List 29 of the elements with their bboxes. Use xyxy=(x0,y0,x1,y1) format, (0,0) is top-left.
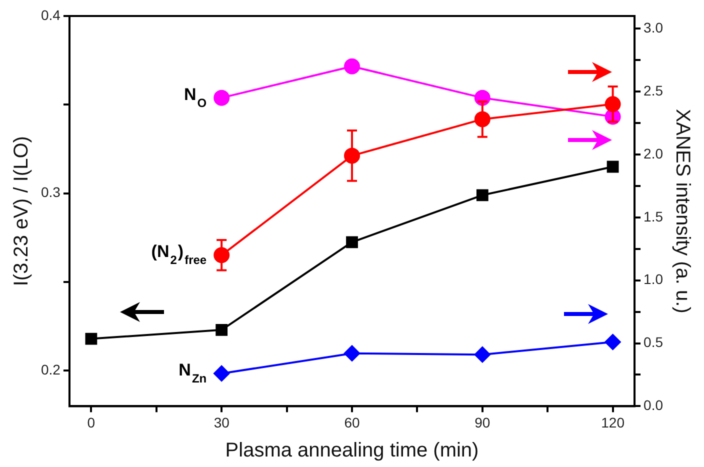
y2-tick-label: 1.5 xyxy=(644,208,664,224)
y-tick-label: 0.4 xyxy=(40,6,61,23)
x-tick-label: 0 xyxy=(87,414,96,430)
point xyxy=(344,58,360,74)
point xyxy=(214,365,230,382)
y2-axis-title: XANES intensity (a. u.) xyxy=(671,108,694,314)
point xyxy=(474,346,490,363)
x-axis-title: Plasma annealing time (min) xyxy=(225,440,479,462)
point xyxy=(214,90,230,106)
x-tick-label: 30 xyxy=(214,414,230,430)
x-tick-label: 90 xyxy=(474,414,490,430)
y2-tick-label: 0.5 xyxy=(644,334,664,350)
y2-tick-label: 0.0 xyxy=(644,397,664,414)
point xyxy=(604,334,621,350)
y-tick-label: 0.3 xyxy=(40,184,61,200)
point xyxy=(85,332,98,345)
point xyxy=(476,189,488,202)
y-axis-title: I(3.23 eV) / I(LO) xyxy=(10,136,33,286)
point xyxy=(216,324,228,336)
point xyxy=(344,345,360,362)
y2-tick-label: 1.0 xyxy=(644,271,664,288)
y2-tick-label: 2.5 xyxy=(644,82,664,98)
y2-tick-label: 3.0 xyxy=(644,19,664,36)
x-tick-label: 60 xyxy=(344,414,360,430)
point xyxy=(606,160,619,173)
y2-tick-label: 2.0 xyxy=(644,145,664,162)
y-tick-label: 0.2 xyxy=(40,362,61,378)
point xyxy=(346,236,358,248)
x-tick-label: 120 xyxy=(601,414,625,430)
